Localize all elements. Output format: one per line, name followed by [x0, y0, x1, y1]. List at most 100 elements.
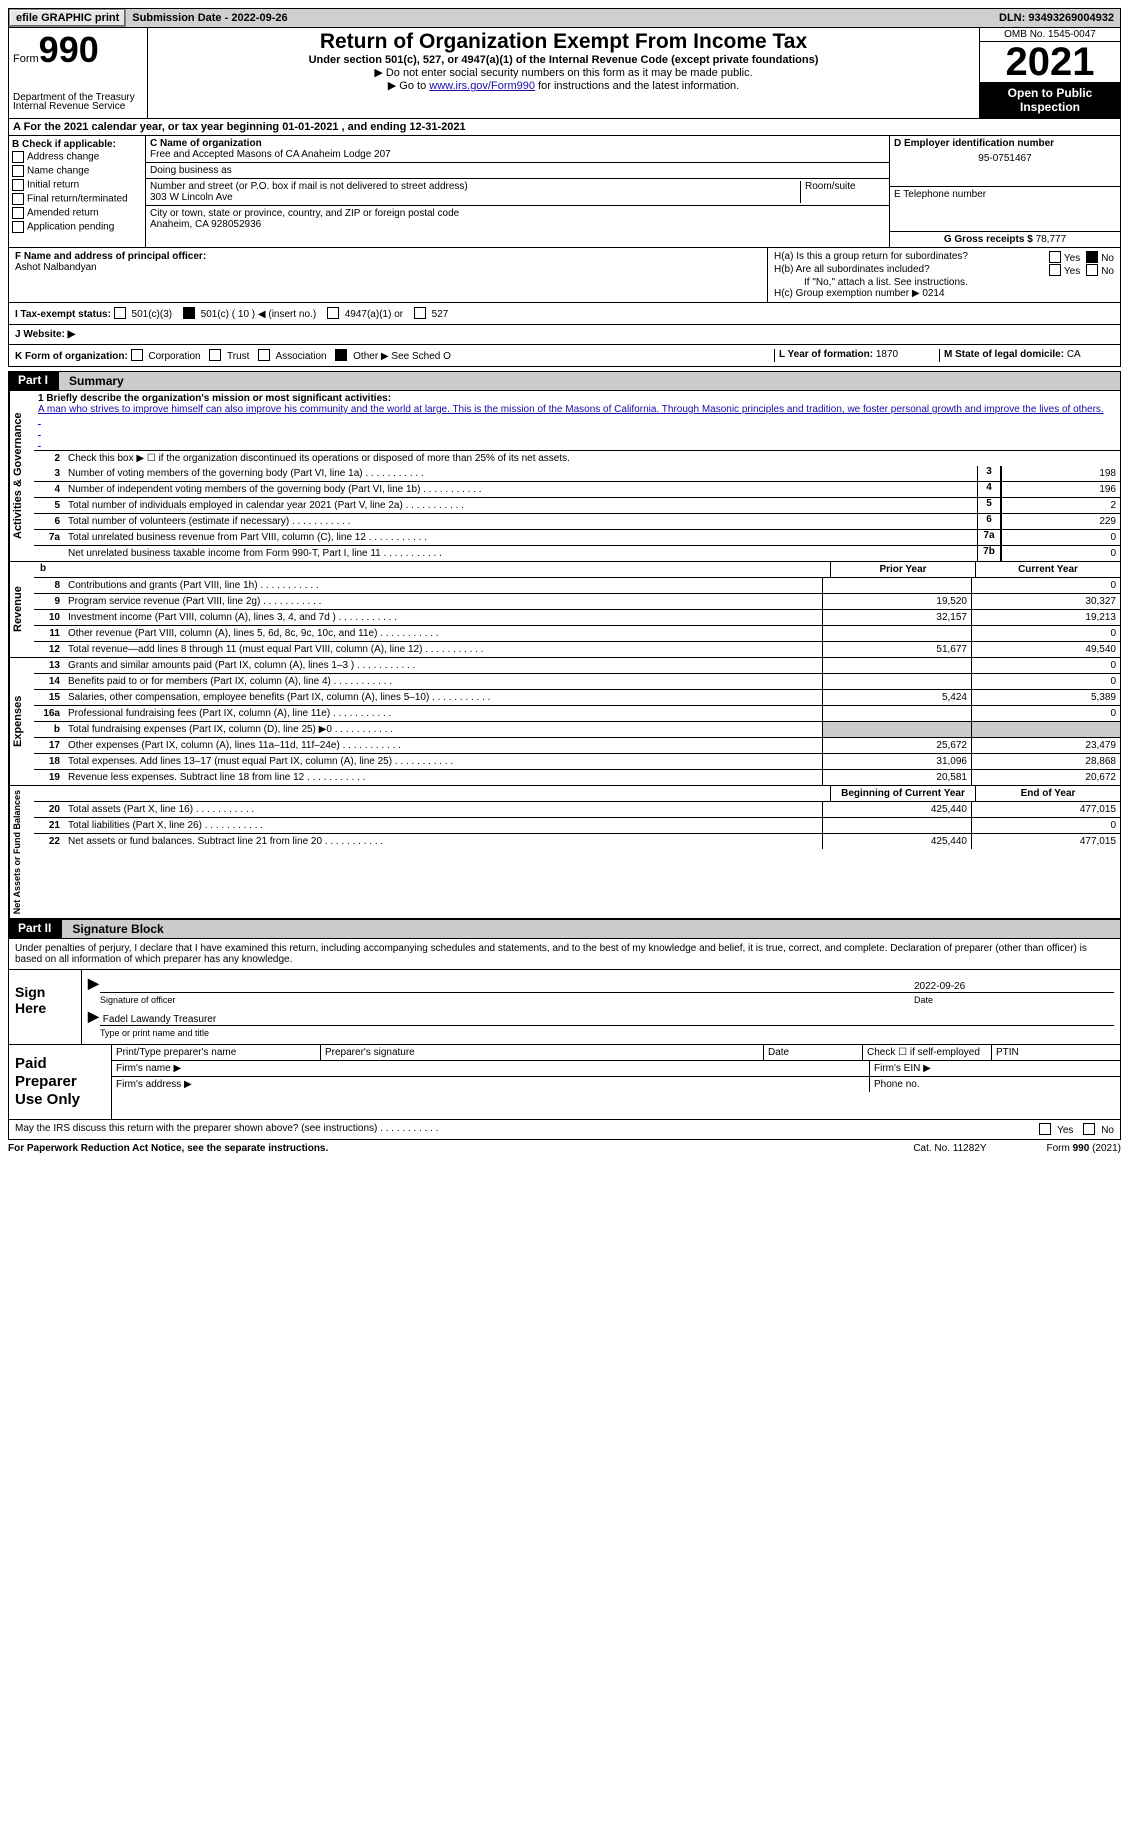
- cb-corp[interactable]: [131, 349, 143, 361]
- part1-header: Part I Summary: [8, 371, 1121, 391]
- paid-preparer-row: Paid Preparer Use Only Print/Type prepar…: [9, 1044, 1120, 1119]
- summary-netassets: Net Assets or Fund Balances Beginning of…: [8, 786, 1121, 919]
- phone: Phone no.: [870, 1077, 1120, 1092]
- hb-no[interactable]: No: [1086, 264, 1114, 277]
- ha-yes[interactable]: Yes: [1049, 251, 1080, 264]
- summary-row: Net unrelated business taxable income fr…: [34, 546, 1120, 561]
- mission: 1 Briefly describe the organization's mi…: [34, 391, 1120, 451]
- tax-year: 2021: [980, 42, 1120, 82]
- summary-ag: Activities & Governance 1 Briefly descri…: [8, 391, 1121, 562]
- section-b-to-g: B Check if applicable: Address change Na…: [8, 136, 1121, 248]
- summary-row: bTotal fundraising expenses (Part IX, co…: [34, 722, 1120, 738]
- sign-here-row: Sign Here ▶ Signature of officer 2022-09…: [9, 970, 1120, 1044]
- section-a-tax-year: A For the 2021 calendar year, or tax yea…: [8, 119, 1121, 136]
- summary-row: 13Grants and similar amounts paid (Part …: [34, 658, 1120, 674]
- row-f-h: F Name and address of principal officer:…: [8, 248, 1121, 303]
- firm-addr: Firm's address ▶: [112, 1077, 870, 1092]
- ha-label: H(a) Is this a group return for subordin…: [774, 251, 1049, 264]
- ha-no[interactable]: No: [1086, 251, 1114, 264]
- note-link: ▶ Go to www.irs.gov/Form990 for instruct…: [152, 79, 975, 92]
- self-emp[interactable]: Check ☐ if self-employed: [863, 1045, 992, 1060]
- vlabel-netassets: Net Assets or Fund Balances: [9, 786, 34, 918]
- m-label: M State of legal domicile:: [944, 349, 1067, 360]
- summary-row: 12Total revenue—add lines 8 through 11 (…: [34, 642, 1120, 657]
- tel-label: E Telephone number: [894, 189, 1116, 200]
- signature-block: Under penalties of perjury, I declare th…: [8, 939, 1121, 1120]
- trust: Trust: [227, 351, 249, 362]
- org-name-label: C Name of organization: [150, 138, 885, 149]
- sign-body: ▶ Signature of officer 2022-09-26 Date ▶…: [82, 970, 1120, 1044]
- sig-officer-label: Signature of officer: [100, 995, 914, 1005]
- cb-trust[interactable]: [209, 349, 221, 361]
- cb-final-return[interactable]: Final return/terminated: [12, 192, 142, 206]
- l-label: L Year of formation:: [779, 349, 876, 360]
- summary-row: 22Net assets or fund balances. Subtract …: [34, 834, 1120, 849]
- type-name-line: ▶Fadel Lawandy Treasurer: [100, 1009, 1114, 1026]
- street-label: Number and street (or P.O. box if mail i…: [150, 181, 800, 192]
- summary-row: 5Total number of individuals employed in…: [34, 498, 1120, 514]
- m-val: CA: [1067, 349, 1081, 360]
- prep-body: Print/Type preparer's name Preparer's si…: [112, 1045, 1120, 1119]
- ein-label: D Employer identification number: [894, 138, 1116, 149]
- discuss-no[interactable]: No: [1083, 1123, 1114, 1136]
- blank-line: [38, 426, 1116, 437]
- signature-line[interactable]: ▶: [100, 976, 914, 993]
- cb-4947[interactable]: [327, 307, 339, 319]
- header-left: Form990 Department of the Treasury Inter…: [9, 28, 148, 118]
- hb-note: If "No," attach a list. See instructions…: [774, 277, 1114, 288]
- cb-label: Amended return: [27, 208, 99, 219]
- part1-title: Summary: [58, 371, 1121, 391]
- no: No: [1101, 253, 1114, 264]
- part2-header: Part II Signature Block: [8, 919, 1121, 939]
- m-state: M State of legal domicile: CA: [939, 349, 1114, 362]
- summary-revenue: Revenue b Prior Year Current Year 8Contr…: [8, 562, 1121, 658]
- l-year: L Year of formation: 1870: [774, 349, 939, 362]
- cb-initial-return[interactable]: Initial return: [12, 178, 142, 192]
- dba-label: Doing business as: [150, 165, 885, 176]
- blank-line: [38, 437, 1116, 448]
- note2a: ▶ Go to: [388, 80, 429, 92]
- cb-name-change[interactable]: Name change: [12, 164, 142, 178]
- form-title: Return of Organization Exempt From Incom…: [152, 30, 975, 54]
- note-ssn: ▶ Do not enter social security numbers o…: [152, 66, 975, 79]
- header: Form990 Department of the Treasury Inter…: [8, 28, 1121, 119]
- part1-tag: Part I: [8, 371, 58, 391]
- cb-527[interactable]: [414, 307, 426, 319]
- cb-label: Final return/terminated: [27, 194, 128, 205]
- part2-tag: Part II: [8, 919, 61, 939]
- form-subtitle: Under section 501(c), 527, or 4947(a)(1)…: [152, 54, 975, 66]
- discuss-yes[interactable]: Yes: [1039, 1123, 1073, 1136]
- cb-501c[interactable]: [183, 307, 195, 319]
- cat-no: Cat. No. 11282Y: [913, 1143, 986, 1154]
- 4947: 4947(a)(1) or: [345, 309, 403, 320]
- note2b: for instructions and the latest informat…: [535, 80, 739, 92]
- summary-row: 9Program service revenue (Part VIII, lin…: [34, 594, 1120, 610]
- summary-row: 15Salaries, other compensation, employee…: [34, 690, 1120, 706]
- eoy-hdr: End of Year: [975, 786, 1120, 801]
- col-c: C Name of organization Free and Accepted…: [146, 136, 890, 247]
- cb-501c3[interactable]: [114, 307, 126, 319]
- prep-row2: Firm's name ▶ Firm's EIN ▶: [112, 1061, 1120, 1077]
- cb-assoc[interactable]: [258, 349, 270, 361]
- prep-row3: Firm's address ▶ Phone no.: [112, 1077, 1120, 1092]
- cb-app-pending[interactable]: Application pending: [12, 220, 142, 234]
- irs-discuss-row: May the IRS discuss this return with the…: [8, 1120, 1121, 1140]
- corp: Corporation: [148, 351, 200, 362]
- cb-address-change[interactable]: Address change: [12, 150, 142, 164]
- efile-print-button[interactable]: efile GRAPHIC print: [9, 9, 126, 27]
- irs-link[interactable]: www.irs.gov/Form990: [429, 80, 535, 92]
- summary-row: 3Number of voting members of the governi…: [34, 466, 1120, 482]
- summary-row: 7aTotal unrelated business revenue from …: [34, 530, 1120, 546]
- paid-preparer-label: Paid Preparer Use Only: [9, 1045, 112, 1119]
- website-row: J Website: ▶: [8, 325, 1121, 345]
- cb-other[interactable]: [335, 349, 347, 361]
- yes: Yes: [1064, 253, 1080, 264]
- cb-amended[interactable]: Amended return: [12, 206, 142, 220]
- paperwork-notice: For Paperwork Reduction Act Notice, see …: [8, 1143, 913, 1154]
- yes: Yes: [1064, 266, 1080, 277]
- type-name-label: Type or print name and title: [100, 1028, 1114, 1038]
- k-row: K Form of organization: Corporation Trus…: [8, 345, 1121, 367]
- submission-date-label: Submission Date - 2022-09-26: [126, 10, 293, 26]
- header-right: OMB No. 1545-0047 2021 Open to Public In…: [980, 28, 1120, 118]
- hb-yes[interactable]: Yes: [1049, 264, 1080, 277]
